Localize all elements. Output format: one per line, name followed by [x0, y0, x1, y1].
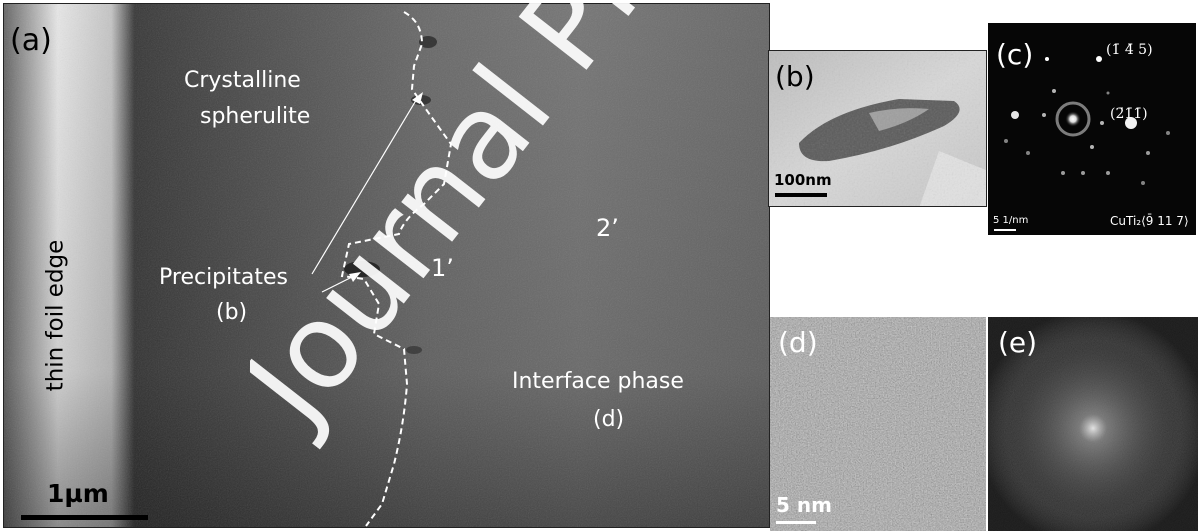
point-1-label: 1’ — [431, 254, 454, 282]
diffraction-pattern-image — [988, 23, 1196, 235]
scale-bar-a-label: 1µm — [47, 479, 109, 508]
scale-bar-d — [776, 521, 816, 524]
precipitates-label: Precipitates — [159, 265, 288, 290]
panel-e-fft: (e) — [988, 317, 1198, 531]
scale-bar-a — [21, 515, 148, 520]
arrow-to-precipitate-top — [311, 96, 419, 275]
panel-a-micrograph: (a) thin foil edge Crystalline spherulit… — [3, 3, 770, 528]
precipitates-ref: (b) — [216, 300, 248, 325]
precipitate-4 — [406, 346, 422, 354]
scale-bar-c — [994, 229, 1016, 231]
panel-label-e: (e) — [998, 326, 1038, 359]
thin-foil-edge-label: thin foil edge — [42, 239, 69, 392]
interface-phase-ref: (d) — [593, 407, 625, 432]
panel-c-diffraction: (c) (1̄ 4̄ 5) (2̄1̄1̄) 5 1/nm CuTi₂⟨9̄ 1… — [988, 23, 1196, 235]
micrograph-b-image — [769, 51, 986, 206]
panel-label-a: (a) — [10, 23, 52, 58]
scale-bar-c-label: 5 1/nm — [993, 215, 1029, 226]
panel-label-b: (b) — [775, 60, 815, 93]
spherulite-label-line1: Crystalline — [184, 68, 301, 93]
spherulite-label-line2: spherulite — [200, 104, 311, 129]
panel-label-c: (c) — [996, 38, 1034, 71]
precipitate-3 — [344, 261, 380, 277]
interface-phase-label: Interface phase — [512, 369, 684, 394]
micrograph-a-image — [4, 4, 769, 527]
zone-axis-label: CuTi₂⟨9̄ 11 7⟩ — [1110, 214, 1189, 228]
scale-bar-b-label: 100nm — [774, 171, 832, 189]
precipitate-1 — [419, 36, 437, 48]
interface-boundary-line — [340, 11, 453, 527]
fft-image — [988, 317, 1198, 531]
hrtem-image — [770, 317, 986, 531]
arrow-to-precipitate-mid — [321, 275, 355, 293]
scale-bar-b — [775, 193, 827, 197]
panel-d-hrtem: (d) 5 nm — [770, 317, 986, 531]
panel-label-d: (d) — [778, 326, 818, 359]
point-2-label: 2’ — [596, 214, 619, 242]
spot-label-2: (2̄1̄1̄) — [1110, 106, 1148, 122]
spot-label-1: (1̄ 4̄ 5) — [1106, 42, 1153, 58]
panel-b-precipitate: (b) 100nm — [768, 50, 987, 207]
diffraction-spots — [1004, 56, 1170, 185]
scale-bar-d-label: 5 nm — [776, 493, 832, 517]
